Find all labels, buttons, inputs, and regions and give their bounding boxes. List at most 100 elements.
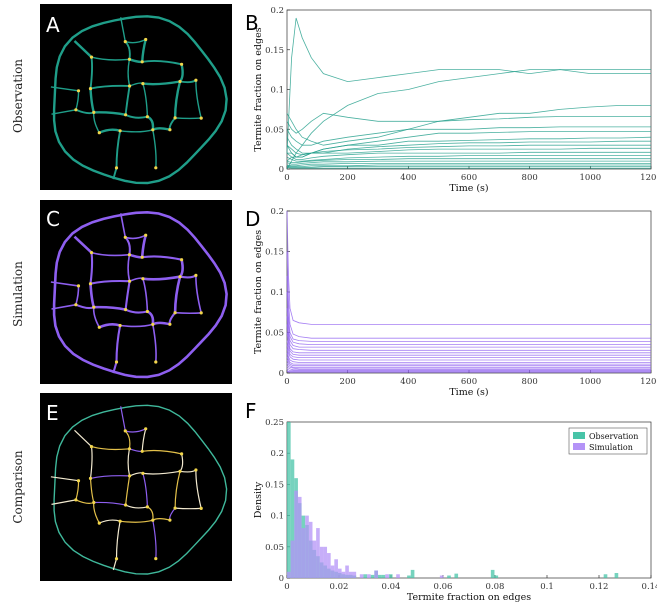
network-node [154,166,158,170]
y-axis-label: Termite fraction on edges [253,27,264,151]
y-tick-label: 0.15 [265,46,284,56]
network-background [40,200,232,384]
network-edge [173,81,182,118]
series-line-3 [286,105,651,146]
y-tick-label: 0.05 [265,125,284,135]
network-edge [89,252,94,284]
x-tick-label: 0 [284,377,289,387]
network-node [180,258,184,262]
y-tick-label: 0.2 [270,207,284,217]
histogram-bar-simulation [319,546,324,578]
network-edge [175,507,202,510]
network-edge [175,311,202,315]
network-edge [50,476,79,482]
network-node [151,322,155,326]
x-tick-label: 1000 [580,173,602,183]
histogram-bar-simulation [385,574,389,578]
y-tick-label: 0.15 [265,480,284,490]
network-node [127,57,131,61]
network-node [194,468,198,472]
network-edge [141,39,147,62]
network-node [123,429,127,433]
histogram-bar-simulation [352,571,357,578]
network-node [128,279,132,283]
series-line-4 [286,291,651,345]
network-node [144,427,148,431]
series-line-11 [286,348,651,363]
network-edge [120,323,154,328]
network-node [173,116,177,120]
y-tick-label: 0.15 [265,248,284,258]
histogram-bar-observation [378,574,382,578]
network-edge [152,321,171,326]
series-line-14 [286,359,651,368]
network-edge [142,80,181,86]
network-node [97,521,101,525]
histogram-bar-simulation [337,568,342,578]
panel-letter-d: D [245,207,260,231]
network-edge [51,499,77,505]
x-tick-label: 200 [340,173,356,183]
histogram-bar-simulation [396,574,400,578]
network-node [114,360,119,364]
network-edge [195,275,202,314]
row-label-comparison: Comparison [11,450,25,524]
x-tick-label: 200 [340,377,356,387]
series-line-6 [286,316,651,351]
network-edge [127,254,131,282]
network-edge [90,279,130,285]
panel-letter-b: B [245,11,259,35]
network-node [154,360,158,364]
series-line-17 [286,368,651,371]
histogram-bar-simulation [327,553,331,578]
network-node [145,309,149,314]
histogram-bar-simulation [348,571,353,578]
network-node [145,115,149,119]
series-line-11 [286,151,651,160]
network-node [76,479,81,483]
panel-letter-a: A [46,13,60,37]
series-line-3 [286,275,651,342]
series-line-9 [286,340,651,358]
network-node [180,452,184,456]
histogram-bar-simulation [367,574,371,578]
network-node [92,305,96,309]
y-tick-label: 0.1 [270,86,284,96]
network-node [97,131,101,135]
network-node [127,447,131,451]
plot-frame [286,210,652,374]
network-edge [142,275,181,281]
network-edge [125,475,131,506]
network-edge [125,38,147,44]
series-line-8 [286,332,651,356]
network-edge [125,428,146,433]
network-edge [115,325,122,363]
series-line-2 [286,69,651,170]
series-line-13 [286,158,651,163]
network-edge [120,17,126,42]
histogram-bar-observation [363,574,368,578]
network-node [118,129,122,133]
series-line-18 [286,167,651,169]
histogram-bar-observation [388,574,393,578]
network-edge [91,446,130,451]
series-line-19 [286,371,651,373]
network-node [114,557,119,561]
histogram-bar-observation [410,569,415,578]
network-node [141,277,145,281]
series-line-17 [286,166,651,168]
series-line-16 [286,164,651,167]
network-edge [125,504,148,509]
series-line-15 [286,363,651,370]
x-tick-label: 400 [400,377,416,387]
series-line-4 [286,112,651,134]
x-tick-label: 0.12 [590,582,609,592]
x-tick-label: 0 [284,173,289,183]
network-edge [142,83,149,117]
histogram-bar-simulation [334,559,338,578]
network-edge [127,59,131,87]
series-line-8 [287,140,651,158]
histogram-bar-observation [614,573,619,578]
x-axis-label: Time (s) [449,387,488,398]
histogram-bar-simulation [297,496,302,578]
